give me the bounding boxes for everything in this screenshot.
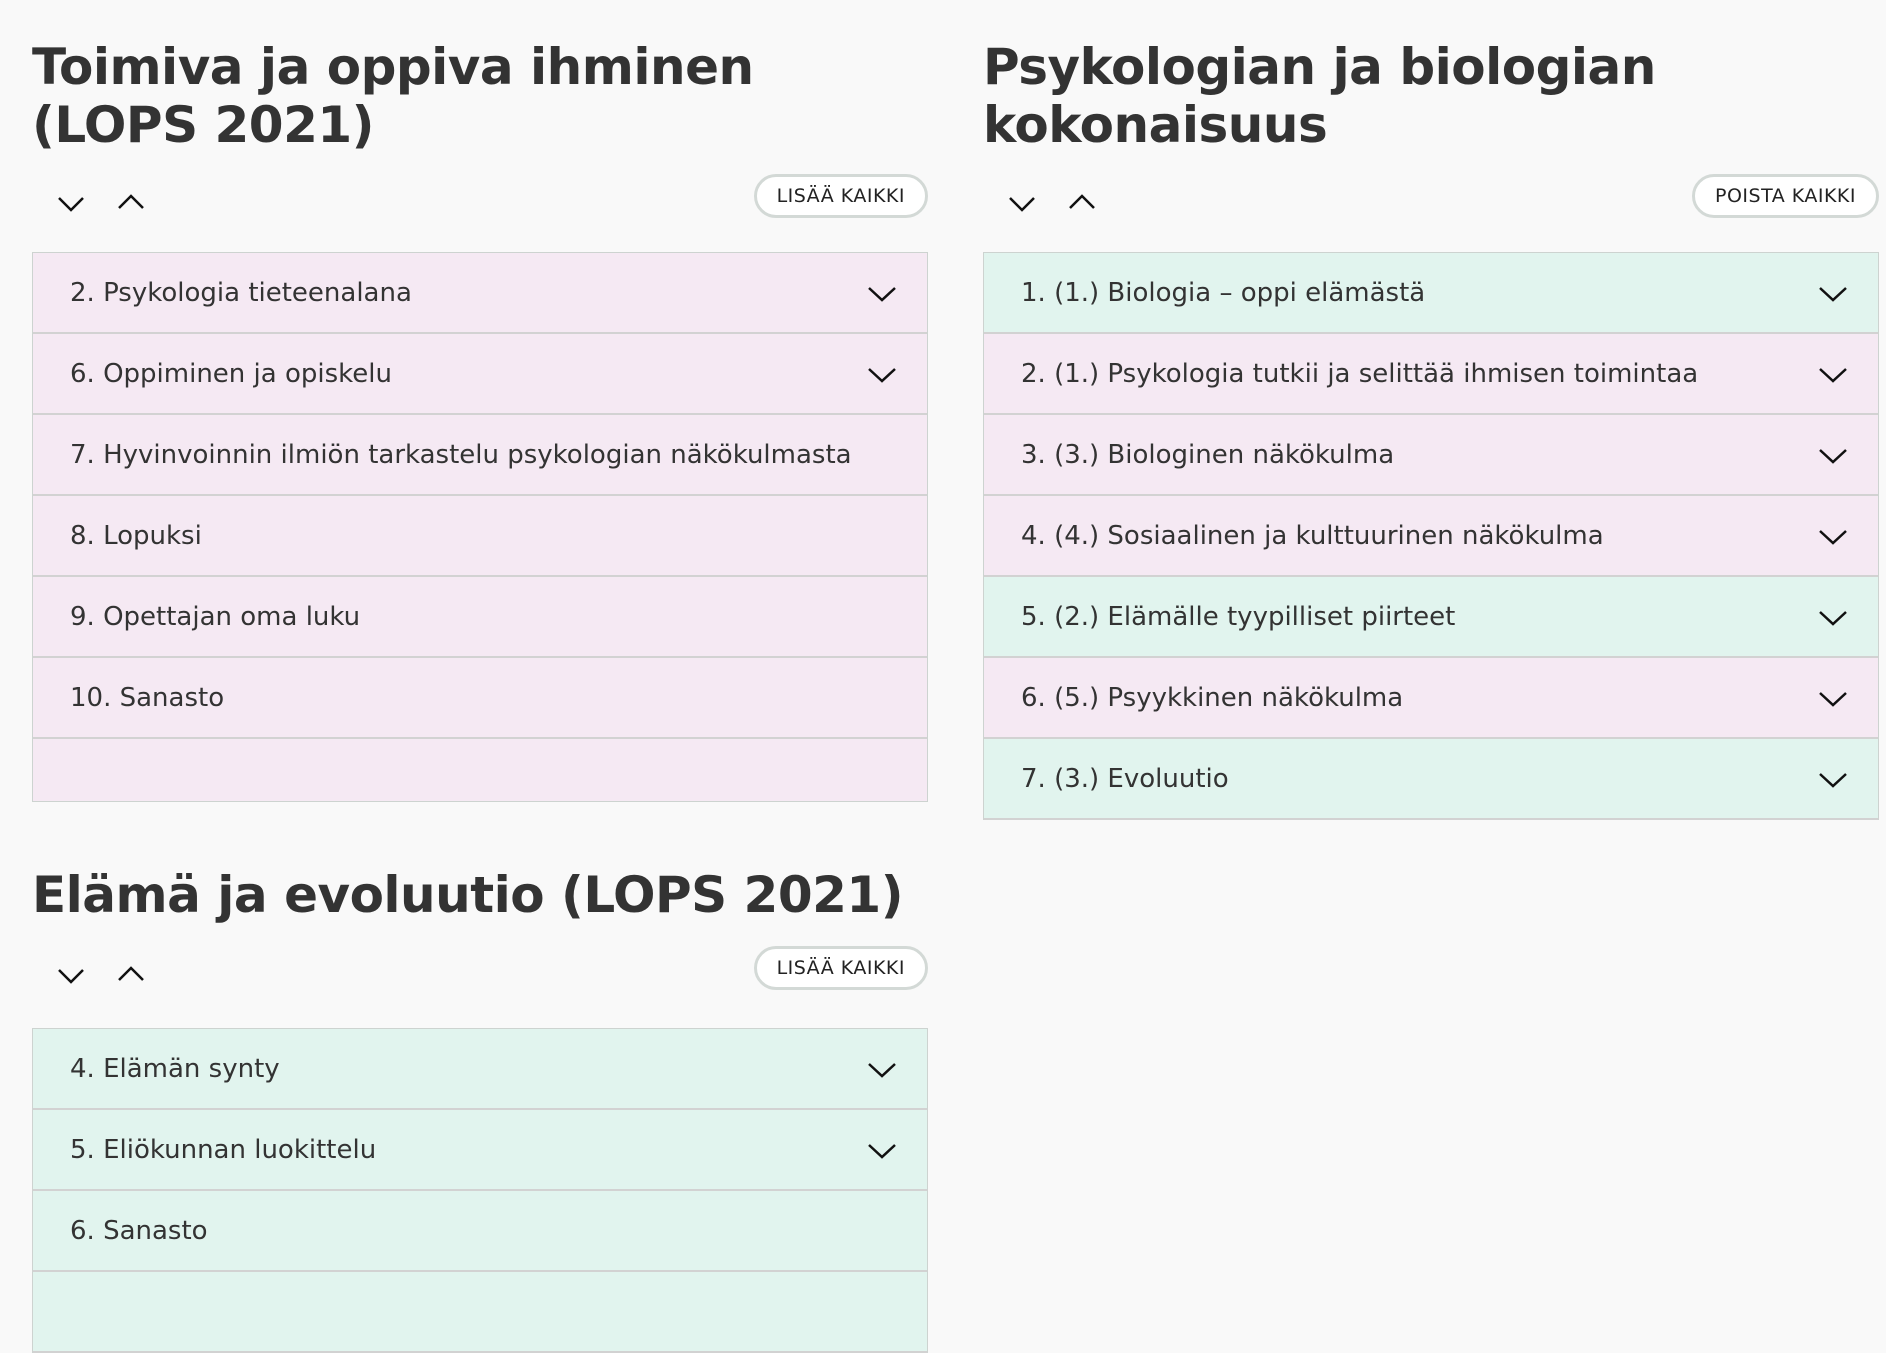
add-all-button[interactable]: LISÄÄ KAIKKI [753,174,928,218]
expand-all-chevron-down-icon[interactable] [1005,188,1039,218]
chapter-list: 2. Psykologia tieteenalana 6. Oppiminen j… [32,252,928,802]
chapter-row[interactable]: 5. Eliökunnan luokittelu [33,1110,927,1191]
chapter-row[interactable]: 1. (1.) Biologia – oppi elämästä [984,253,1878,334]
chapter-row[interactable]: 4. (4.) Sosiaalinen ja kulttuurinen näkö… [984,496,1878,577]
chapter-label: 8. Lopuksi [70,520,202,551]
chapter-label: 4. (4.) Sosiaalinen ja kulttuurinen näkö… [1021,520,1604,551]
section-elama-ja-evoluutio: Elämä ja evoluutio (LOPS 2021) LISÄÄ KAI… [32,866,928,1353]
chapter-label: 5. (2.) Elämälle tyypilliset piirteet [1021,601,1456,632]
chapter-label: 6. Oppiminen ja opiskelu [70,358,392,389]
collapse-all-chevron-up-icon[interactable] [1065,188,1099,218]
chapter-label: 7. (3.) Evoluutio [1021,763,1229,794]
section-toimiva-ja-oppiva: Toimiva ja oppiva ihminen (LOPS 2021) LI… [32,38,928,802]
chapter-label: 10. Sanasto [70,682,225,713]
list-footer [33,739,927,802]
chapter-row[interactable]: 9. Opettajan oma luku [33,577,927,658]
chevron-down-icon[interactable] [1816,525,1850,547]
chapter-label: 4. Elämän synty [70,1053,280,1084]
chapter-list: 4. Elämän synty 5. Eliökunnan luokittelu 6… [32,1028,928,1353]
chapter-row[interactable]: 2. (1.) Psykologia tutkii ja selittää ih… [984,334,1878,415]
chapter-list: 1. (1.) Biologia – oppi elämästä 2. (1.) … [983,252,1879,820]
chapter-row[interactable]: 6. (5.) Psyykkinen näkökulma [984,658,1878,739]
section-controls: LISÄÄ KAIKKI [32,946,928,1002]
section-controls: LISÄÄ KAIKKI [32,174,928,230]
chevron-down-icon[interactable] [865,363,899,385]
chapter-row[interactable]: 7. (3.) Evoluutio [984,739,1878,820]
chevron-down-icon[interactable] [1816,687,1850,709]
chapter-row[interactable]: 8. Lopuksi [33,496,927,577]
chevron-down-icon[interactable] [1816,282,1850,304]
add-all-button[interactable]: LISÄÄ KAIKKI [753,946,928,990]
chapter-row[interactable]: 6. Sanasto [33,1191,927,1272]
chapter-label: 7. Hyvinvoinnin ilmiön tarkastelu psykol… [70,439,852,470]
section-title: Elämä ja evoluutio (LOPS 2021) [32,866,904,924]
chapter-row[interactable]: 4. Elämän synty [33,1029,927,1110]
chapter-row[interactable] [33,1272,927,1353]
chapter-label: 6. Sanasto [70,1215,208,1246]
section-psykologian-ja-biologian: Psykologian ja biologian kokonaisuus POI… [983,38,1879,820]
chevron-down-icon[interactable] [1816,768,1850,790]
expand-all-chevron-down-icon[interactable] [54,188,88,218]
chevron-down-icon[interactable] [1816,606,1850,628]
chapter-label: 1. (1.) Biologia – oppi elämästä [1021,277,1426,308]
chapter-label: 5. Eliökunnan luokittelu [70,1134,377,1165]
chapter-label: 6. (5.) Psyykkinen näkökulma [1021,682,1404,713]
expand-all-chevron-down-icon[interactable] [54,960,88,990]
section-title: Psykologian ja biologian kokonaisuus [983,38,1656,154]
chevron-down-icon[interactable] [1816,363,1850,385]
chapter-label: 3. (3.) Biologinen näkökulma [1021,439,1395,470]
chevron-down-icon[interactable] [865,1139,899,1161]
chevron-down-icon[interactable] [865,282,899,304]
remove-all-button[interactable]: POISTA KAIKKI [1692,174,1879,218]
section-controls: POISTA KAIKKI [983,174,1879,230]
chapter-label: 2. (1.) Psykologia tutkii ja selittää ih… [1021,358,1699,389]
chevron-down-icon[interactable] [1816,444,1850,466]
chapter-row[interactable]: 6. Oppiminen ja opiskelu [33,334,927,415]
collapse-all-chevron-up-icon[interactable] [114,960,148,990]
section-title: Toimiva ja oppiva ihminen (LOPS 2021) [32,38,754,154]
chapter-row[interactable]: 3. (3.) Biologinen näkökulma [984,415,1878,496]
collapse-all-chevron-up-icon[interactable] [114,188,148,218]
chapter-label: 9. Opettajan oma luku [70,601,361,632]
chapter-row[interactable]: 7. Hyvinvoinnin ilmiön tarkastelu psykol… [33,415,927,496]
chapter-label: 2. Psykologia tieteenalana [70,277,412,308]
chapter-row[interactable]: 5. (2.) Elämälle tyypilliset piirteet [984,577,1878,658]
chapter-row[interactable]: 10. Sanasto [33,658,927,739]
chevron-down-icon[interactable] [865,1058,899,1080]
chapter-row[interactable]: 2. Psykologia tieteenalana [33,253,927,334]
